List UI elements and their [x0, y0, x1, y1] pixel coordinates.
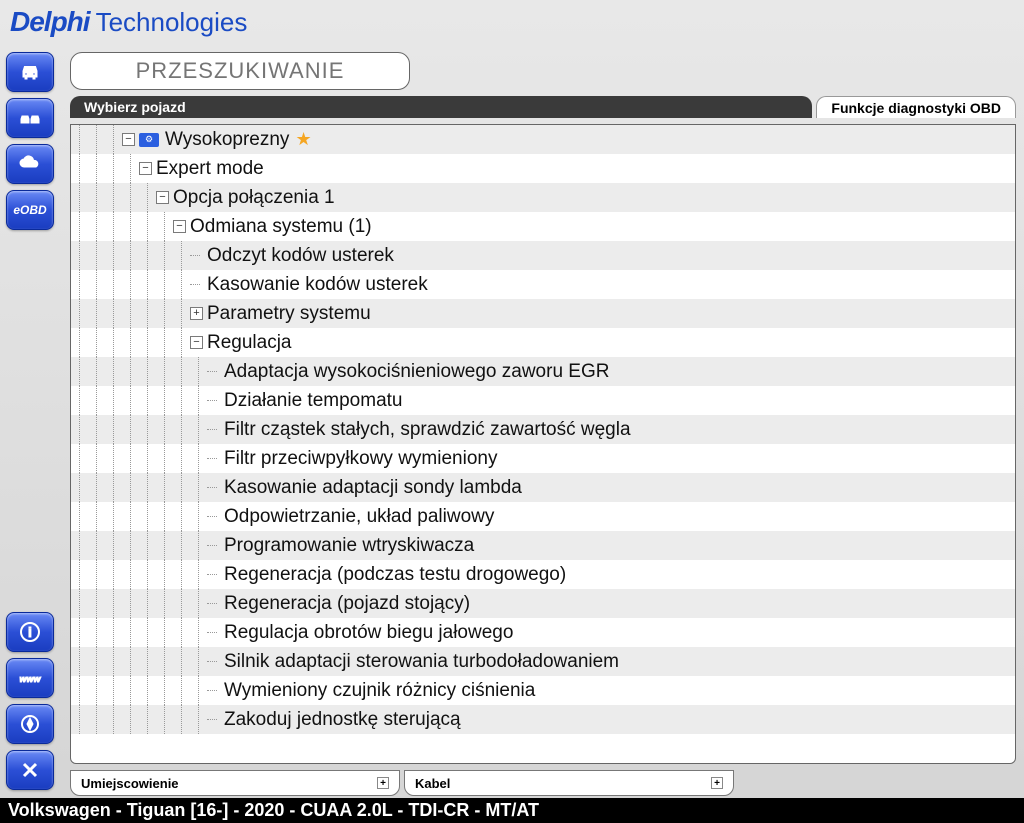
status-bar: Volkswagen - Tiguan [16-] - 2020 - CUAA …: [0, 798, 1024, 823]
tree-item-label: Filtr przeciwpyłkowy wymieniony: [224, 448, 497, 470]
tree-row[interactable]: −Odmiana systemu (1): [71, 212, 1015, 241]
tree-item-label: Expert mode: [156, 158, 264, 180]
tree-item-label: Adaptacja wysokociśnieniowego zaworu EGR: [224, 361, 609, 383]
tree-row[interactable]: Odczyt kodów usterek: [71, 241, 1015, 270]
tree-item-label: Programowanie wtryskiwacza: [224, 535, 474, 557]
tree-row[interactable]: Adaptacja wysokociśnieniowego zaworu EGR: [71, 357, 1015, 386]
svg-text:i: i: [28, 624, 32, 640]
tree-item-label: Odczyt kodów usterek: [207, 245, 394, 267]
tree-row[interactable]: Regulacja obrotów biegu jałowego: [71, 618, 1015, 647]
leaf-connector-icon: [207, 510, 220, 523]
tree-panel: −Wysokoprezny★−Expert mode−Opcja połącze…: [70, 124, 1016, 764]
tree-row[interactable]: Kasowanie kodów usterek: [71, 270, 1015, 299]
tree-item-label: Parametry systemu: [207, 303, 371, 325]
tree-row[interactable]: Filtr cząstek stałych, sprawdzić zawarto…: [71, 415, 1015, 444]
tree-item-label: Opcja połączenia 1: [173, 187, 335, 209]
collapse-icon[interactable]: −: [156, 191, 169, 204]
bottom-tabs: Umiejscowienie + Kabel +: [70, 770, 1016, 796]
tree-row[interactable]: Odpowietrzanie, układ paliwowy: [71, 502, 1015, 531]
car-front-button[interactable]: [6, 52, 54, 92]
leaf-connector-icon: [207, 481, 220, 494]
www-button[interactable]: www: [6, 658, 54, 698]
search-input[interactable]: [70, 52, 410, 90]
leaf-connector-icon: [207, 423, 220, 436]
tree-item-label: Filtr cząstek stałych, sprawdzić zawarto…: [224, 419, 631, 441]
svg-text:www: www: [19, 674, 41, 684]
eobd-button[interactable]: eOBD: [6, 190, 54, 230]
leaf-connector-icon: [207, 713, 220, 726]
tree-item-label: Odmiana systemu (1): [190, 216, 372, 238]
leaf-connector-icon: [207, 568, 220, 581]
tree-row[interactable]: Regeneracja (pojazd stojący): [71, 589, 1015, 618]
tree-row[interactable]: − Wysokoprezny ★: [71, 125, 1015, 154]
bottom-tab-location[interactable]: Umiejscowienie +: [70, 770, 400, 796]
info-button[interactable]: i: [6, 612, 54, 652]
star-icon: ★: [295, 129, 311, 150]
leaf-connector-icon: [207, 365, 220, 378]
tree-item-label: Działanie tempomatu: [224, 390, 402, 412]
tree-row[interactable]: + Parametry systemu: [71, 299, 1015, 328]
multi-car-button[interactable]: [6, 98, 54, 138]
tree-scroll[interactable]: −Wysokoprezny★−Expert mode−Opcja połącze…: [71, 125, 1015, 763]
tree-row[interactable]: Silnik adaptacji sterowania turbodoładow…: [71, 647, 1015, 676]
tree-item-label: Wymieniony czujnik różnicy ciśnienia: [224, 680, 535, 702]
tree-row[interactable]: Zakoduj jednostkę sterującą: [71, 705, 1015, 734]
close-button[interactable]: [6, 750, 54, 790]
tree-row[interactable]: Kasowanie adaptacji sondy lambda: [71, 473, 1015, 502]
bottom-tab-cable[interactable]: Kabel +: [404, 770, 734, 796]
tab-obd-functions[interactable]: Funkcje diagnostyki OBD: [816, 96, 1016, 118]
tree-item-label: Kasowanie adaptacji sondy lambda: [224, 477, 522, 499]
leaf-connector-icon: [207, 539, 220, 552]
leaf-connector-icon: [190, 278, 203, 291]
left-sidebar: eOBD i www: [0, 44, 62, 798]
tree-row[interactable]: −Expert mode: [71, 154, 1015, 183]
tree-item-label: Kasowanie kodów usterek: [207, 274, 428, 296]
ecu-icon: [139, 133, 159, 147]
tree-row[interactable]: Programowanie wtryskiwacza: [71, 531, 1015, 560]
collapse-icon[interactable]: −: [139, 162, 152, 175]
cloud-button[interactable]: [6, 144, 54, 184]
tab-select-vehicle[interactable]: Wybierz pojazd: [70, 96, 812, 118]
tree-item-label: Wysokoprezny: [165, 129, 289, 151]
tree-item-label: Regeneracja (pojazd stojący): [224, 593, 470, 615]
logo-brand: Delphi: [10, 6, 90, 38]
collapse-icon[interactable]: −: [122, 133, 135, 146]
expand-icon: +: [377, 777, 389, 789]
collapse-icon[interactable]: −: [190, 336, 203, 349]
tree-item-label: Regeneracja (podczas testu drogowego): [224, 564, 566, 586]
tree-item-label: Silnik adaptacji sterowania turbodoładow…: [224, 651, 619, 673]
expand-icon[interactable]: +: [190, 307, 203, 320]
tree-row[interactable]: −Regulacja: [71, 328, 1015, 357]
tree-item-label: Regulacja: [207, 332, 292, 354]
expand-icon: +: [711, 777, 723, 789]
leaf-connector-icon: [207, 626, 220, 639]
leaf-connector-icon: [207, 394, 220, 407]
leaf-connector-icon: [207, 597, 220, 610]
tabs-row: Wybierz pojazd Funkcje diagnostyki OBD: [70, 96, 1016, 118]
collapse-icon[interactable]: −: [173, 220, 186, 233]
leaf-connector-icon: [190, 249, 203, 262]
logo-sub: Technologies: [96, 7, 248, 38]
tree-row[interactable]: Wymieniony czujnik różnicy ciśnienia: [71, 676, 1015, 705]
tree-item-label: Regulacja obrotów biegu jałowego: [224, 622, 513, 644]
tree-row[interactable]: Filtr przeciwpyłkowy wymieniony: [71, 444, 1015, 473]
leaf-connector-icon: [207, 452, 220, 465]
compass-button[interactable]: [6, 704, 54, 744]
tree-row[interactable]: Regeneracja (podczas testu drogowego): [71, 560, 1015, 589]
leaf-connector-icon: [207, 684, 220, 697]
tree-row[interactable]: Działanie tempomatu: [71, 386, 1015, 415]
tree-item-label: Zakoduj jednostkę sterującą: [224, 709, 461, 731]
tree-row[interactable]: −Opcja połączenia 1: [71, 183, 1015, 212]
logo-bar: Delphi Technologies: [0, 0, 1024, 44]
leaf-connector-icon: [207, 655, 220, 668]
tree-item-label: Odpowietrzanie, układ paliwowy: [224, 506, 494, 528]
